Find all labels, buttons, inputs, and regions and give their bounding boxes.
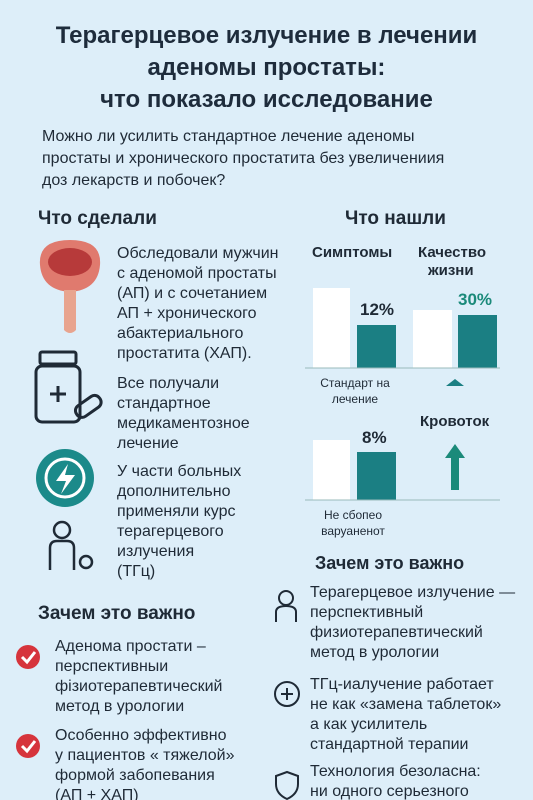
heading: Зачем это важно (315, 553, 465, 573)
item-line: метод в урологии (55, 698, 185, 715)
right-icons (274, 590, 300, 800)
item-line: формой забопевания (55, 767, 215, 784)
item-line: с аденомой простаты (117, 265, 277, 282)
item-line: стандартной терапии (310, 736, 469, 753)
item-line: излучения (117, 543, 195, 560)
item-line: не как «замена таблеток» (310, 696, 502, 713)
axis-label: варуаненот (321, 524, 385, 538)
item-line: лечение (117, 435, 179, 452)
prostate-icon (39, 240, 101, 333)
title: что показало исследование (100, 86, 433, 113)
heading: Что сделали (38, 208, 157, 229)
check-icons (16, 645, 40, 758)
pill-icon (34, 350, 103, 424)
intro: Можно ли усилить стандартное лечение аде… (42, 128, 415, 145)
item-line: дополнительно (117, 483, 231, 500)
title: аденомы простаты: (147, 54, 386, 81)
item-line: Особенно эффективно (55, 727, 227, 744)
heading: Что нашли (345, 208, 446, 229)
axis-label: лечение (331, 392, 379, 406)
value-label: 12% (360, 300, 395, 319)
axis-label: Стандарт на (320, 376, 390, 390)
result-bars (305, 288, 500, 501)
item-line: терагерцевого (117, 523, 224, 540)
item-line: простатита (ХАП). (117, 345, 252, 362)
item-line: у пациентов « тяжелой» (55, 747, 235, 764)
item-line: Обследовали мужчин (117, 245, 279, 262)
item-line: ни одного серьезного (310, 783, 469, 800)
item-line: (АП) и с сочетанием (117, 285, 268, 302)
chart-label: Симптомы (312, 244, 393, 261)
item-line: Аденома простати – (55, 638, 206, 655)
heading: Зачем это важно (38, 603, 196, 624)
chart-label: Кровоток (420, 413, 490, 430)
intro: доз лекарств и побочек? (42, 172, 226, 189)
item-line: медикаментозное (117, 415, 250, 432)
item-line: а как усилитель (310, 716, 428, 733)
item-line: (АП + ХАП) (55, 787, 139, 800)
item-line: физиотерапевтический (310, 624, 483, 641)
item-line: (ТГц) (117, 563, 156, 580)
chart-label: Качество (418, 244, 487, 261)
item-line: фізиотерапевтический (55, 678, 223, 695)
therapy-icon (36, 449, 94, 507)
axis-label: Не сбопео (323, 508, 383, 522)
item-line: применяли курс (117, 503, 236, 520)
patient-icon (48, 520, 94, 570)
chart-label: жизни (428, 262, 474, 279)
intro: простаты и хронического простатита без у… (42, 150, 445, 167)
item-line: перспективный (310, 604, 424, 621)
item-line: Терагерцевое излучение — (310, 584, 516, 601)
item-line: Технология безоласна: (310, 763, 481, 780)
item-line: стандартное (117, 395, 211, 412)
item-line: АП + хронического (117, 305, 257, 322)
value-label: 30% (458, 290, 493, 309)
value-label: 8% (362, 428, 387, 447)
item-line: перспективныи (55, 658, 169, 675)
item-line: У части больных (117, 463, 242, 480)
item-line: метод в урологии (310, 644, 440, 661)
title: Терагерцевое излучение в лечении (55, 22, 478, 49)
item-line: абактериального (117, 325, 244, 342)
item-line: Все получали (117, 375, 220, 392)
item-line: ТГц-иалучение работает (310, 676, 494, 693)
